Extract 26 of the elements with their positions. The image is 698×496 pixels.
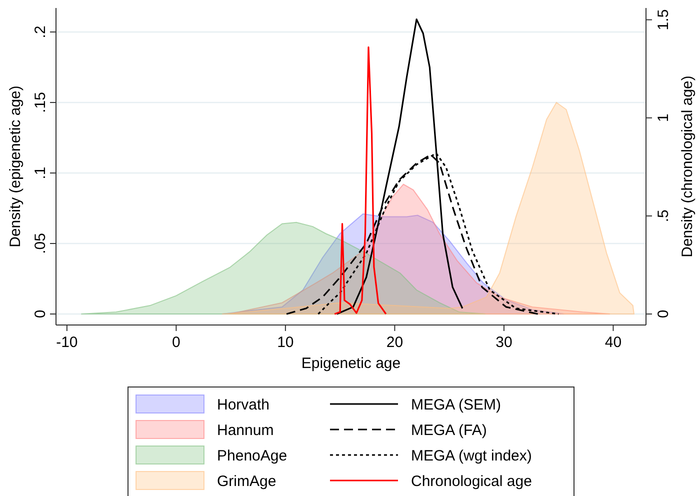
y2-tick-label: 0: [655, 310, 672, 318]
x-tick-label: 0: [172, 334, 180, 351]
y-tick-label: .2: [32, 26, 49, 38]
legend-label: MEGA (SEM): [411, 396, 502, 414]
y-tick-label: 0: [32, 310, 49, 318]
legend-label: MEGA (wgt index): [411, 448, 532, 464]
y-tick-label: .05: [32, 233, 49, 254]
y2-tick-label: 1: [655, 114, 672, 122]
legend-label: Horvath: [217, 396, 270, 414]
legend-label: MEGA (FA): [411, 422, 487, 439]
y2-tick-label: .5: [655, 210, 672, 222]
x-tick-label: 10: [277, 334, 294, 351]
x-tick-label: 30: [496, 334, 512, 351]
y-tick-label: .15: [32, 92, 49, 113]
x-tick-label: 20: [386, 334, 404, 351]
y2-axis-title: Density (chronological age): [679, 76, 696, 258]
y-axis-title: Density (epigenetic age): [7, 86, 24, 248]
y2-tick-label: 1.5: [655, 9, 672, 30]
x-axis-title: Epigenetic age: [301, 355, 401, 372]
x-tick-label: 40: [604, 334, 622, 351]
legend-label: GrimAge: [217, 473, 276, 490]
x-tick-label: -10: [56, 334, 78, 351]
legend-label: PhenoAge: [217, 448, 288, 464]
legend-label: Hannum: [217, 422, 274, 439]
legend-label: Chronological age: [411, 473, 532, 490]
y-tick-label: .1: [32, 166, 49, 180]
